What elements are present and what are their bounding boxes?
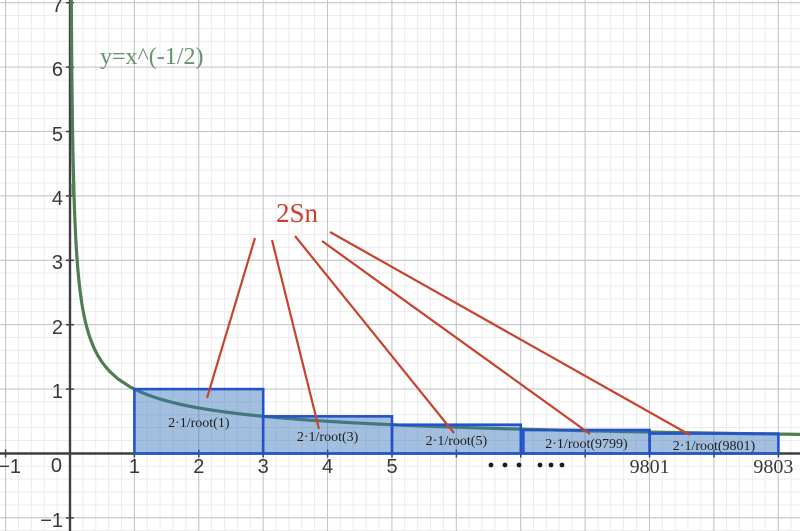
riemann-rect-label: 2·1/root(5) <box>425 434 488 450</box>
function-name-label[interactable]: f <box>70 180 76 201</box>
x-axis-label: 1 <box>128 456 140 478</box>
leader-line <box>205 237 257 399</box>
sum-annotation-label[interactable]: 2Sn <box>276 198 319 228</box>
x-axis-label: 2 <box>193 456 205 478</box>
x-axis-label: 4 <box>322 456 334 478</box>
axis-break-dot <box>502 462 508 468</box>
axis-break-dot <box>548 462 554 468</box>
x-axis-label: 5 <box>386 456 398 478</box>
y-axis-label: 7 <box>51 0 63 17</box>
riemann-rectangle[interactable] <box>648 432 780 455</box>
riemann-rect-label: 2·1/root(3) <box>296 429 359 445</box>
leader-line <box>321 240 591 435</box>
y-axis-label: 6 <box>51 59 63 82</box>
y-axis-label: 1 <box>51 381 63 404</box>
riemann-rectangle[interactable] <box>261 415 394 455</box>
function-equation-label[interactable]: y=x^(-1/2) <box>100 44 204 70</box>
y-axis-label: 3 <box>51 252 63 275</box>
riemann-rect-label: 2·1/root(9801) <box>672 438 756 454</box>
axis-break-dot <box>488 462 494 468</box>
x-axis-label: 3 <box>257 456 269 478</box>
axis-break-dot <box>516 462 522 468</box>
y-axis-label: 5 <box>51 123 63 146</box>
x-axis-label: 9801 <box>629 456 670 478</box>
y-axis-label: −1 <box>40 509 63 531</box>
leader-line <box>294 235 455 434</box>
riemann-rect-label: 2·1/root(9799) <box>545 436 628 452</box>
axis-break-dot <box>537 462 543 468</box>
leader-line <box>329 231 691 436</box>
riemann-rectangle[interactable] <box>390 423 523 455</box>
x-axis-label: 9803 <box>753 456 794 478</box>
leader-line <box>270 239 321 430</box>
riemann-rect-label: 2·1/root(1) <box>168 416 230 432</box>
x-axis-label: −1 <box>0 456 21 478</box>
origin-label: 0 <box>50 455 62 477</box>
axis-break-dot <box>559 462 565 468</box>
y-axis-label: 2 <box>51 316 63 339</box>
y-axis-label: 4 <box>51 187 63 210</box>
riemann-rectangle[interactable] <box>133 387 265 455</box>
